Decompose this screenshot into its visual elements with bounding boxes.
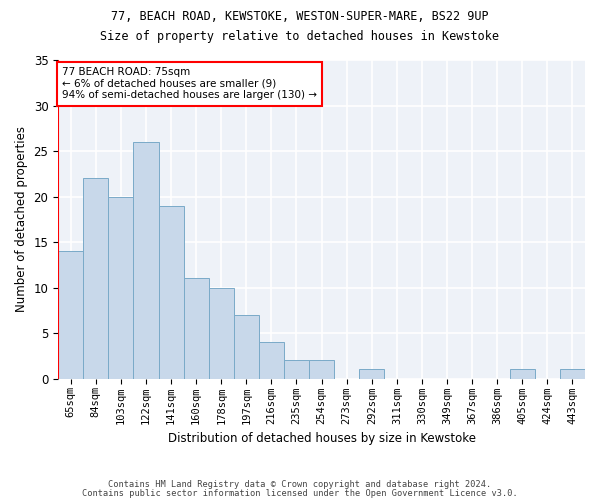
Text: 77 BEACH ROAD: 75sqm
← 6% of detached houses are smaller (9)
94% of semi-detache: 77 BEACH ROAD: 75sqm ← 6% of detached ho…: [62, 68, 317, 100]
Bar: [234, 315, 259, 378]
Bar: [133, 142, 158, 378]
Text: 77, BEACH ROAD, KEWSTOKE, WESTON-SUPER-MARE, BS22 9UP: 77, BEACH ROAD, KEWSTOKE, WESTON-SUPER-M…: [111, 10, 489, 23]
Bar: [284, 360, 309, 378]
Text: Contains HM Land Registry data © Crown copyright and database right 2024.: Contains HM Land Registry data © Crown c…: [109, 480, 491, 489]
Bar: [58, 251, 83, 378]
Bar: [158, 206, 184, 378]
Bar: [83, 178, 109, 378]
Text: Size of property relative to detached houses in Kewstoke: Size of property relative to detached ho…: [101, 30, 499, 43]
Bar: [359, 370, 384, 378]
Bar: [209, 288, 234, 378]
Y-axis label: Number of detached properties: Number of detached properties: [15, 126, 28, 312]
Bar: [109, 196, 133, 378]
Bar: [510, 370, 535, 378]
Bar: [259, 342, 284, 378]
Bar: [309, 360, 334, 378]
Bar: [184, 278, 209, 378]
X-axis label: Distribution of detached houses by size in Kewstoke: Distribution of detached houses by size …: [167, 432, 476, 445]
Bar: [560, 370, 585, 378]
Text: Contains public sector information licensed under the Open Government Licence v3: Contains public sector information licen…: [82, 488, 518, 498]
